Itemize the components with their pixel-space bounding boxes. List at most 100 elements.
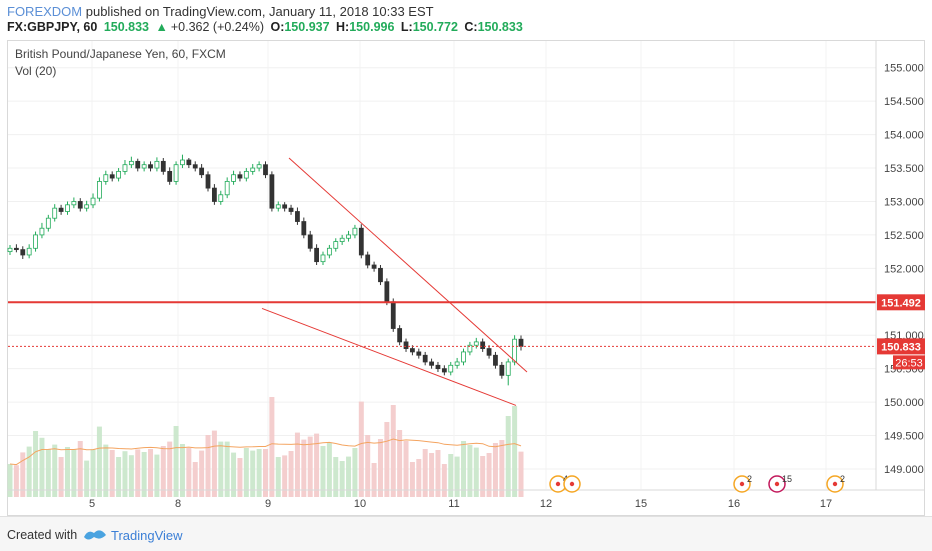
volume-bar [243,448,249,497]
volume-bar [307,436,313,497]
volume-bar [326,443,332,497]
volume-bar [90,449,96,497]
candle-body [77,201,83,209]
candle-body [518,338,524,347]
time-tick-label: 5 [89,498,95,510]
current-price-label: 150.833 [881,341,921,353]
candle-body [231,174,236,182]
trendlines [261,157,528,406]
volume-bar [39,437,45,497]
candle-body [109,174,115,179]
low-label: L: [400,20,413,34]
price-chart[interactable]: 155.000 154.500 154.000 153.500 153.000 152.5… [0,0,932,516]
candle-body [282,204,288,209]
volume-bar [45,449,51,497]
candle-body [499,364,505,376]
volume-bar [480,456,486,497]
time-tick-label: 10 [354,498,366,510]
countdown-label: 26:53 [895,357,923,369]
chart-frame[interactable] [7,40,925,516]
candle-body [192,164,198,169]
price-tick-label: 149.000 [884,464,924,476]
candle-body [307,234,313,249]
candle-body [243,170,249,179]
volume-bar [371,463,377,497]
trendline-lower [261,307,517,406]
price-tick-label: 152.000 [884,263,924,275]
candle-body [505,361,511,376]
candle-body [141,164,147,169]
candle-body [320,254,326,263]
volume-bar [71,449,77,497]
candle-body [90,197,96,206]
tradingview-link[interactable]: TradingView [111,528,183,543]
candle-body [250,167,256,172]
candle-body [454,361,460,366]
volume-bar [218,441,224,497]
candle-body [65,204,70,212]
candle-body [205,174,211,189]
volume-bar [26,446,32,497]
candle-body [211,187,217,202]
volume-bar [339,461,345,497]
volume-indicator-label[interactable]: Vol (20) [15,64,57,78]
volume-bar [486,453,492,497]
trendline-upper [288,157,528,373]
volume-bar [512,406,518,497]
candle-body [154,160,160,169]
price-tick-label: 155.000 [884,63,924,75]
candle-body [390,301,396,329]
time-tick-label: 15 [635,498,647,510]
chart-grid [8,41,876,489]
volume-bar [7,464,13,497]
candle-body [128,160,134,166]
volume-bar [352,448,358,497]
candle-body [397,328,403,343]
candle-body [237,174,243,179]
volume-bar [294,432,300,497]
volume-bar [314,433,320,497]
candle-body [148,164,153,169]
candle-body [39,227,45,236]
volume-bar [84,460,90,497]
author-link[interactable]: FOREXDOM [7,4,83,19]
candle-body [339,237,345,242]
candle-body [275,204,281,209]
candle-body [122,164,128,172]
change-arrow-icon: ▲ [155,20,168,34]
volume-bar [346,456,352,497]
candle-body [269,174,275,209]
candle-body [365,254,371,266]
candle-body [173,164,179,182]
candle-body [473,341,479,346]
resistance-price-label: 151.492 [881,297,921,309]
volume-bar [179,444,185,497]
candle-body [160,160,166,172]
volume-bar [397,430,403,497]
candle-body [45,217,51,229]
candle-body [314,247,320,263]
volume-bar [211,430,217,497]
volume-bar [499,440,505,497]
volume-bar [365,435,371,497]
close-label: C: [464,20,478,34]
candle-body [295,211,300,222]
candle-body [422,354,428,363]
volume-bar [275,457,281,497]
volume-bar [448,454,454,497]
volume-bar [231,452,237,497]
event-count: 15 [782,474,792,484]
tradingview-logo-icon[interactable] [82,525,108,543]
ohlc-bar: FX:GBPJPY, 60 150.833 ▲ +0.362 (+0.24%) O… [7,20,526,34]
event-dot-icon [555,481,561,487]
event-dot-icon [569,481,575,487]
current-price-label-bg [877,338,925,355]
volume-bar [435,450,441,497]
volume-bar [473,447,479,497]
volume-bar [384,422,390,497]
candle-body [416,351,422,356]
volume-bar [441,464,447,497]
volume-bar [320,446,326,497]
volume-bar [96,426,102,497]
volume-bar [135,449,141,497]
